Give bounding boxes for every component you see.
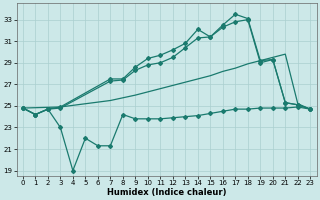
- X-axis label: Humidex (Indice chaleur): Humidex (Indice chaleur): [107, 188, 226, 197]
